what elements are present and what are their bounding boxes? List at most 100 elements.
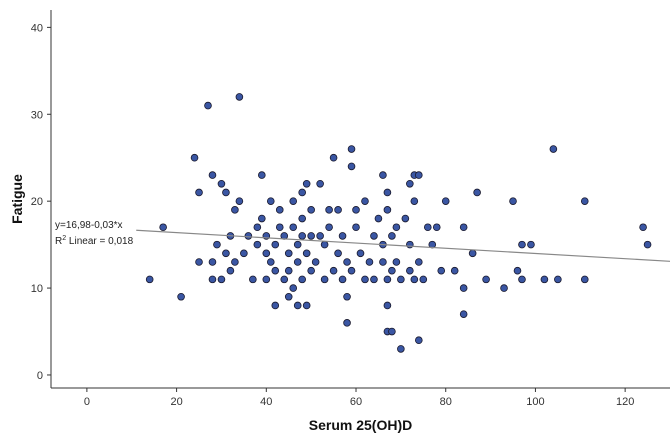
data-point: [459, 284, 468, 292]
data-point: [217, 179, 226, 188]
data-point: [554, 275, 562, 284]
data-point: [410, 197, 419, 205]
x-tick-label: 0: [84, 396, 90, 408]
data-point: [356, 249, 365, 258]
data-point: [316, 179, 324, 188]
y-ticks: 0 10 20 30 40: [31, 22, 51, 382]
data-point: [482, 275, 490, 284]
data-point: [159, 223, 167, 232]
data-point: [352, 223, 360, 232]
data-point: [325, 223, 333, 232]
data-point: [343, 319, 351, 327]
regression-line: [136, 229, 670, 262]
data-point: [334, 206, 342, 214]
data-point: [213, 240, 221, 249]
y-tick-label: 20: [31, 196, 43, 208]
x-tick-label: 80: [440, 396, 452, 408]
y-tick-label: 30: [31, 109, 43, 121]
data-point: [329, 266, 338, 275]
data-point: [298, 188, 306, 197]
data-point: [450, 266, 459, 275]
data-point: [361, 275, 369, 284]
data-point: [275, 206, 284, 214]
data-point: [271, 240, 280, 249]
data-point: [316, 232, 324, 240]
x-tick-label: 60: [350, 396, 362, 408]
regression-equation: y=16,98-0,03*x: [55, 220, 123, 231]
data-point: [302, 301, 311, 310]
data-point: [289, 284, 298, 292]
y-tick-label: 0: [37, 370, 43, 382]
data-point: [217, 275, 226, 284]
data-point: [293, 240, 302, 249]
data-point: [432, 223, 441, 232]
data-point: [383, 188, 392, 197]
y-tick-label: 10: [31, 283, 43, 295]
data-point: [320, 240, 329, 249]
data-point: [392, 223, 401, 232]
data-point: [190, 153, 199, 162]
data-point: [415, 336, 423, 345]
data-point: [258, 171, 266, 179]
data-point: [437, 266, 446, 275]
data-point: [266, 258, 275, 266]
data-point: [473, 188, 481, 197]
data-point: [415, 258, 423, 266]
data-point: [361, 197, 369, 205]
data-point: [289, 223, 298, 232]
data-point: [343, 258, 351, 266]
data-point: [266, 197, 275, 205]
data-points: [145, 93, 652, 353]
data-point: [271, 266, 280, 275]
data-point: [459, 310, 468, 318]
data-point: [280, 275, 289, 284]
data-point: [388, 266, 396, 275]
data-point: [226, 266, 235, 275]
x-tick-label: 100: [526, 396, 544, 408]
data-point: [347, 162, 356, 171]
y-axis-title: Fatigue: [9, 174, 25, 224]
data-point: [253, 223, 262, 232]
data-point: [580, 275, 589, 284]
data-point: [222, 188, 230, 197]
r-squared-prefix: R: [55, 236, 62, 247]
data-point: [298, 232, 306, 240]
data-point: [406, 266, 414, 275]
data-point: [275, 223, 284, 232]
data-point: [383, 206, 392, 214]
data-point: [253, 240, 262, 249]
x-ticks: 0 20 40 60 80 100 120: [84, 388, 634, 408]
data-point: [262, 249, 271, 258]
data-point: [397, 275, 405, 284]
x-tick-label: 40: [260, 396, 272, 408]
data-point: [549, 145, 558, 153]
data-point: [639, 223, 647, 232]
data-point: [518, 275, 526, 284]
r-squared-label: R2 Linear = 0,018: [55, 235, 134, 247]
data-point: [347, 266, 356, 275]
data-point: [244, 232, 253, 240]
data-point: [388, 327, 396, 336]
data-point: [500, 284, 508, 292]
data-point: [307, 206, 315, 214]
data-point: [307, 232, 315, 240]
data-point: [302, 179, 311, 188]
data-point: [338, 275, 347, 284]
data-point: [235, 197, 244, 205]
data-point: [509, 197, 517, 205]
data-point: [379, 171, 387, 179]
data-point: [388, 232, 396, 240]
data-point: [419, 275, 428, 284]
data-point: [208, 275, 217, 284]
data-point: [320, 275, 329, 284]
data-point: [284, 292, 293, 301]
data-point: [347, 145, 356, 153]
data-point: [231, 206, 239, 214]
data-point: [370, 275, 378, 284]
data-point: [235, 93, 244, 101]
data-point: [415, 171, 423, 179]
data-point: [249, 275, 257, 284]
data-point: [397, 345, 405, 353]
data-point: [468, 249, 477, 258]
